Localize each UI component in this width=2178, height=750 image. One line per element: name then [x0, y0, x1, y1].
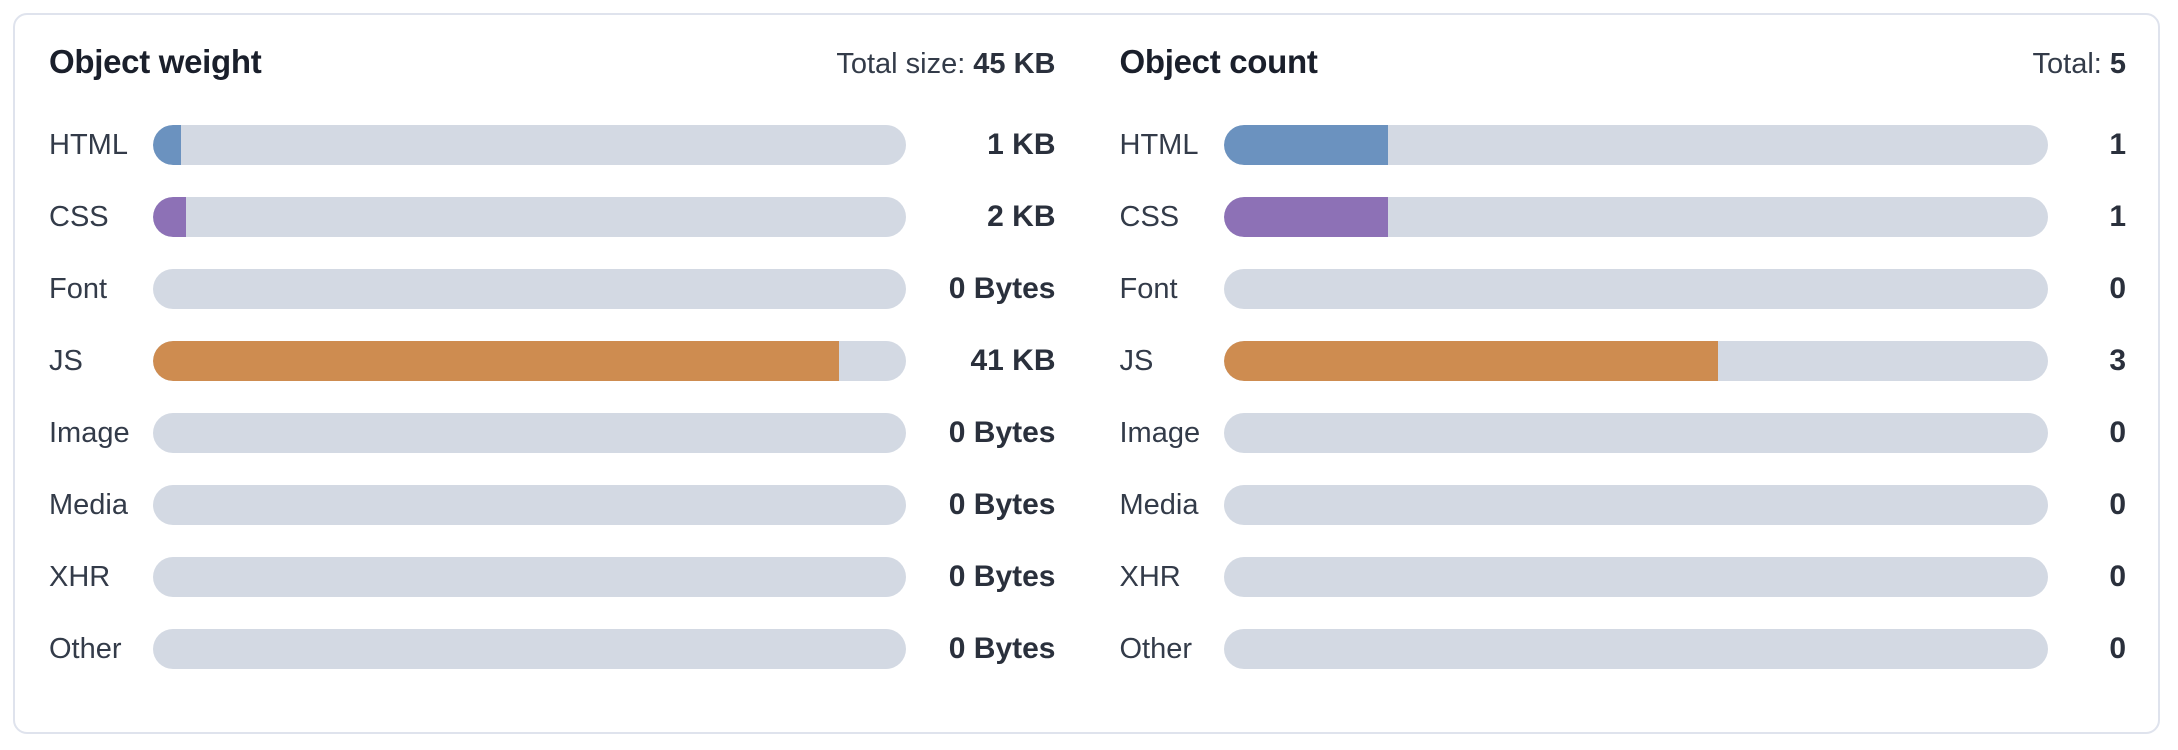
bar-fill: [153, 125, 181, 165]
bar-row-label: Font: [1119, 272, 1178, 305]
bar-track: [153, 341, 906, 381]
bar-row-value: 2 KB: [987, 200, 1056, 233]
panel-object-weight: Object weight Total size: 45 KB HTML 1 KB CSS…: [49, 43, 1056, 669]
bar-row-value: 3: [2109, 344, 2126, 377]
panel-total-label: Total:: [2032, 48, 2102, 80]
bar-track: [1223, 125, 2048, 165]
bar-fill: [153, 197, 187, 237]
bar-fill: [1223, 125, 1389, 165]
bar-track: [153, 269, 906, 309]
bar-row-value: 0 Bytes: [948, 488, 1056, 521]
bar-row-xhr: XHR 0: [1119, 557, 2126, 597]
bar-row-js: JS 41 KB: [49, 341, 1056, 381]
bar-row-html: HTML 1: [1119, 125, 2126, 165]
bar-row-value: 0 Bytes: [948, 560, 1056, 593]
bar-track: [1223, 629, 2048, 669]
bar-track: [153, 197, 906, 237]
bar-row-css: CSS 1: [1119, 197, 2126, 237]
bar-row-label: Image: [49, 416, 130, 449]
bar-track: [1223, 341, 2048, 381]
bar-track: [1223, 413, 2048, 453]
bar-row-media: Media 0: [1119, 485, 2126, 525]
bar-row-value: 1: [2109, 200, 2126, 233]
panel-header: Object count Total: 5: [1120, 43, 2127, 87]
bar-row-label: JS: [1119, 344, 1154, 377]
bar-track: [153, 557, 906, 597]
bar-row-html: HTML 1 KB: [49, 125, 1056, 165]
panel-header: Object weight Total size: 45 KB: [49, 43, 1056, 87]
bar-track: [1223, 197, 2048, 237]
bar-row-label: HTML: [1119, 128, 1199, 161]
bar-row-label: CSS: [49, 200, 109, 233]
bar-row-label: JS: [49, 344, 83, 377]
bar-row-js: JS 3: [1119, 341, 2126, 381]
bar-row-label: Image: [1119, 416, 1201, 449]
bar-row-label: Other: [49, 632, 122, 665]
bar-row-label: XHR: [49, 560, 111, 593]
bar-rows: HTML 1 CSS 1 Font 0 JS 3 Image 0 Media 0 XHR 0 Other 0: [1119, 125, 2126, 669]
bar-row-label: XHR: [1119, 560, 1181, 593]
bar-row-font: Font 0 Bytes: [49, 269, 1056, 309]
bar-row-label: HTML: [49, 128, 128, 161]
panels: Object weight Total size: 45 KB HTML 1 KB CSS…: [15, 15, 2158, 669]
bar-fill: [1223, 197, 1389, 237]
bar-row-value: 0 Bytes: [948, 416, 1056, 449]
bar-track: [153, 413, 906, 453]
bar-row-value: 41 KB: [970, 344, 1056, 377]
bar-row-value: 0: [2109, 632, 2126, 665]
bar-row-label: CSS: [1119, 200, 1180, 233]
panel-title: Object weight: [49, 43, 262, 80]
bar-track: [1223, 557, 2048, 597]
panel-total-value: 45 KB: [973, 48, 1056, 80]
panel-total: Total: 5: [2033, 48, 2126, 81]
panel-total-label: Total size:: [836, 48, 966, 80]
bar-row-css: CSS 2 KB: [49, 197, 1056, 237]
bar-row-label: Media: [49, 488, 128, 521]
bar-row-other: Other 0 Bytes: [49, 629, 1056, 669]
bar-fill: [1223, 341, 1719, 381]
panel-total: Total size: 45 KB: [836, 48, 1055, 81]
bar-row-value: 1 KB: [987, 128, 1056, 161]
bar-row-value: 1: [2109, 128, 2126, 161]
bar-row-font: Font 0: [1119, 269, 2126, 309]
bar-track: [1223, 485, 2048, 525]
bar-row-value: 0: [2109, 560, 2126, 593]
panel-object-count: Object count Total: 5 HTML 1 CSS 1 Font 0 JS 3 Imag…: [1119, 43, 2127, 669]
bar-row-image: Image 0 Bytes: [49, 413, 1056, 453]
bar-track: [153, 125, 906, 165]
bar-rows: HTML 1 KB CSS 2 KB Font 0 Bytes JS 41 KB Image 0 …: [49, 125, 1056, 669]
bar-row-label: Font: [49, 272, 108, 305]
bar-row-value: 0 Bytes: [948, 632, 1056, 665]
bar-row-media: Media 0 Bytes: [49, 485, 1056, 525]
bar-row-value: 0 Bytes: [948, 272, 1056, 305]
bar-track: [1223, 269, 2048, 309]
bar-row-label: Other: [1119, 632, 1193, 665]
bar-row-value: 0: [2109, 488, 2126, 521]
bar-fill: [153, 341, 839, 381]
bar-track: [153, 629, 906, 669]
panel-title: Object count: [1119, 43, 1318, 80]
panel-total-value: 5: [2109, 48, 2126, 80]
bar-row-xhr: XHR 0 Bytes: [49, 557, 1056, 597]
bar-row-image: Image 0: [1119, 413, 2126, 453]
bar-row-value: 0: [2109, 272, 2126, 305]
bar-track: [153, 485, 906, 525]
resource-breakdown-card: Object weight Total size: 45 KB HTML 1 KB CSS…: [13, 13, 2160, 734]
bar-row-other: Other 0: [1119, 629, 2126, 669]
bar-row-value: 0: [2109, 416, 2126, 449]
bar-row-label: Media: [1119, 488, 1199, 521]
